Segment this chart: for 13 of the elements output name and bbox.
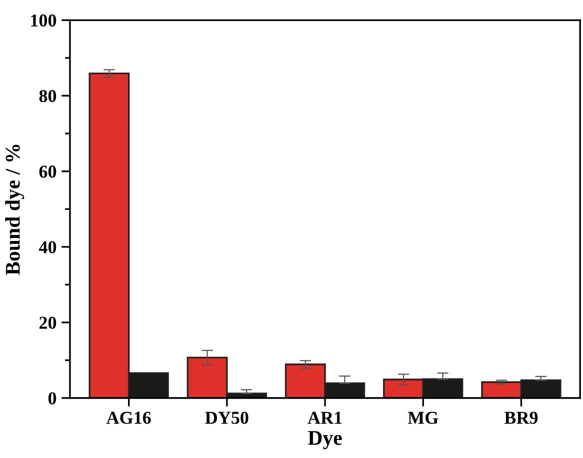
x-tick-label: AR1 — [308, 412, 342, 424]
y-tick-label: 40 — [38, 241, 56, 254]
y-tick-label: 100 — [31, 14, 56, 27]
x-tick-label: DY50 — [205, 412, 248, 424]
y-tick-label: 60 — [39, 166, 56, 178]
x-tick-label: BR9 — [504, 412, 538, 424]
y-tick-label: 80 — [39, 90, 56, 102]
x-tick-label: AG16 — [106, 412, 151, 424]
x-axis-title: Dye — [308, 431, 342, 450]
y-axis-title: Bound dye / % — [5, 144, 24, 276]
y-tick-label: 20 — [39, 316, 56, 329]
y-tick-label: 0 — [48, 392, 56, 404]
x-tick-label: MG — [408, 412, 438, 424]
